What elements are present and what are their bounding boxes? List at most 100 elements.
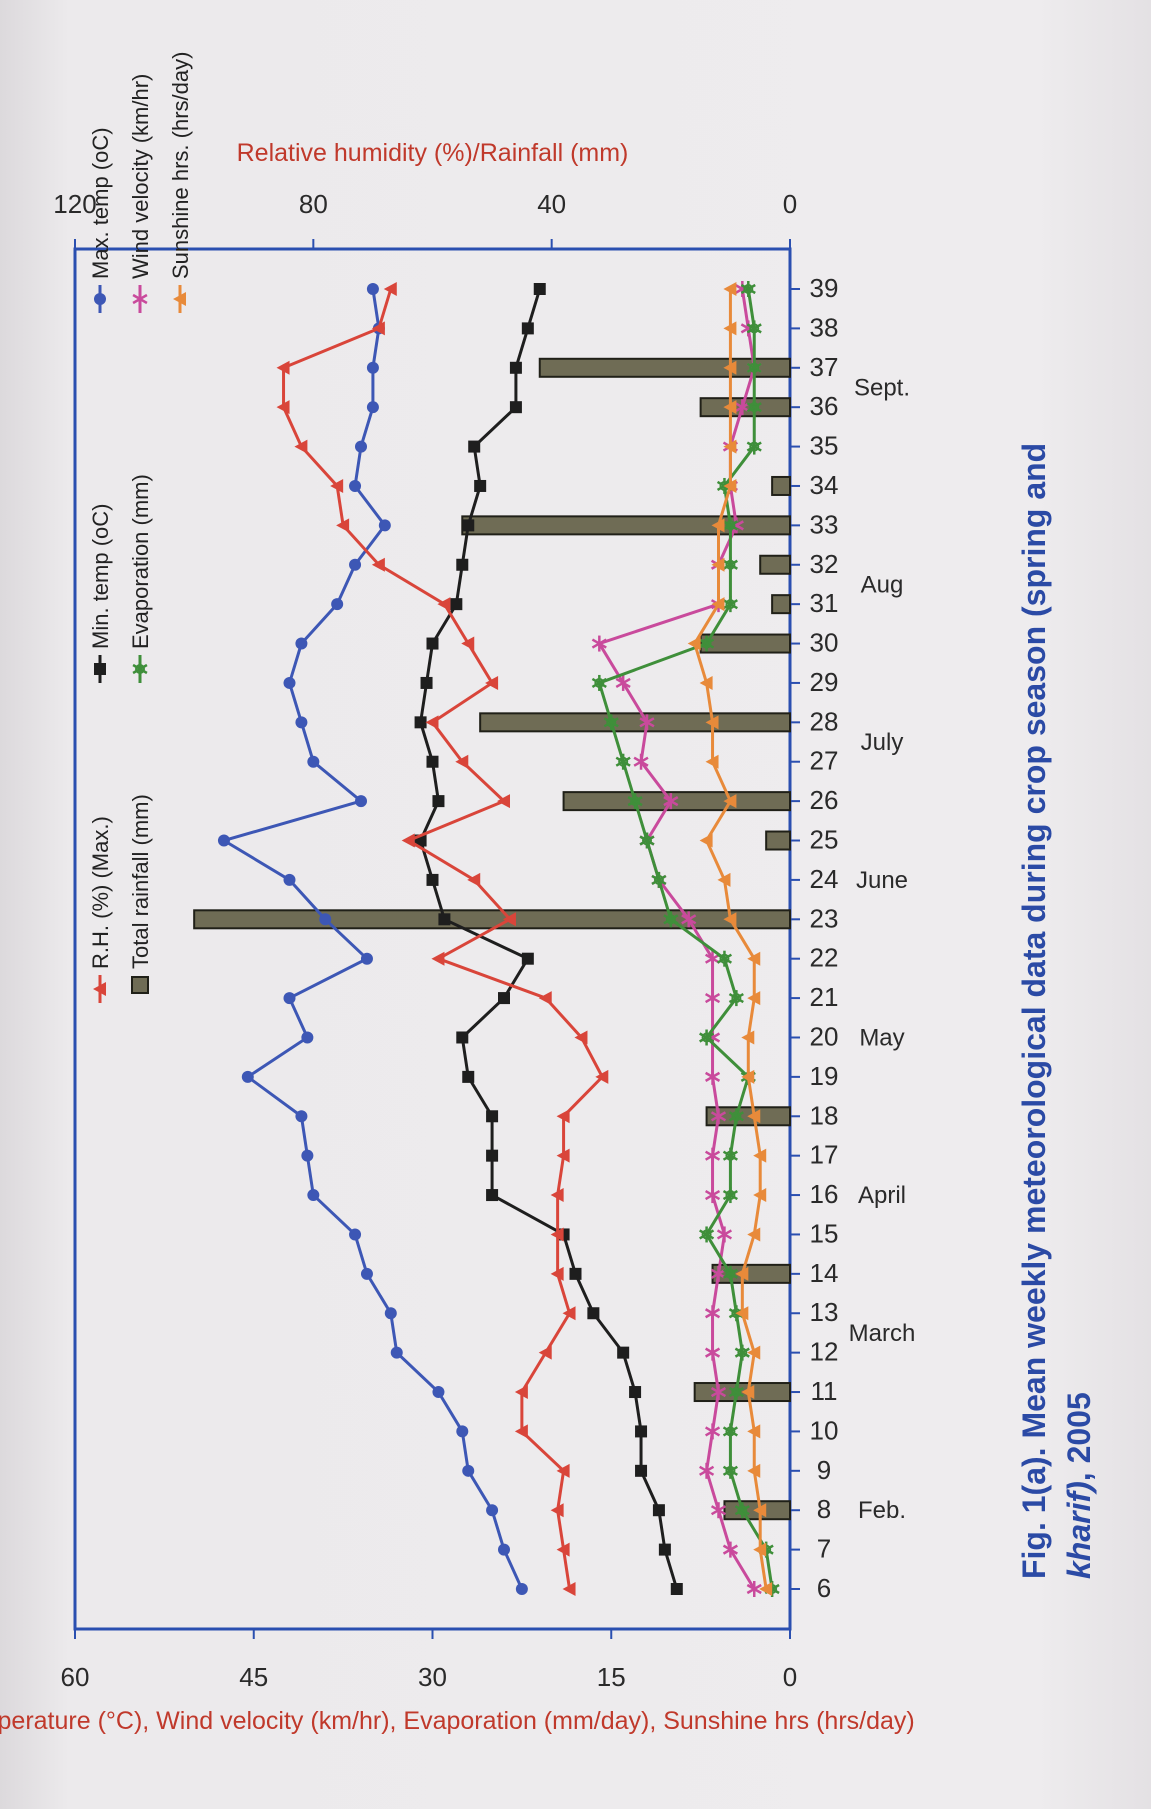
- wind-point: [704, 1423, 721, 1440]
- figure-caption-line2: kharif), 2005: [1061, 1392, 1097, 1579]
- max_temp-point: [241, 1070, 254, 1083]
- wind-point-stroke: [710, 1111, 727, 1122]
- legend-entry: Max. temp (oC): [88, 127, 113, 279]
- wind-point-stroke: [722, 1544, 738, 1555]
- evaporation-point-ring: [701, 1032, 712, 1043]
- y-right-tick-label: 120: [53, 189, 96, 219]
- sunshine-point: [747, 1463, 761, 1478]
- rainfall-bar: [479, 712, 791, 733]
- evaporation-point-ring: [725, 599, 736, 610]
- sunshine-point: [753, 1542, 767, 1557]
- min_temp-point: [468, 440, 481, 453]
- evaporation-point-stroke: [740, 283, 756, 295]
- sunshine-point: [747, 1424, 761, 1439]
- max_temp-point: [355, 440, 367, 453]
- evaporation-point-ring: [606, 717, 617, 728]
- rainfall-bar: [711, 1263, 792, 1284]
- wind-point-stroke: [710, 1268, 727, 1279]
- sunshine-point: [723, 439, 737, 454]
- wind-point: [704, 950, 721, 967]
- sunshine-point: [711, 597, 725, 612]
- legend-swatch: [131, 976, 149, 994]
- wind-point-stroke: [716, 1229, 733, 1240]
- wind-point-stroke: [728, 520, 744, 531]
- wind-point: [699, 1462, 715, 1479]
- x-tick-label: 13: [810, 1297, 839, 1327]
- sunshine-point: [723, 321, 737, 336]
- rainfall-bar: [759, 554, 791, 575]
- evaporation-point-ring: [653, 874, 664, 885]
- wind-point-stroke: [704, 1150, 721, 1161]
- x-tick-label: 15: [810, 1218, 839, 1248]
- min_temp-point: [509, 361, 522, 374]
- min_temp-point: [509, 401, 522, 414]
- rh-point: [538, 1345, 552, 1360]
- sunshine-line: [693, 289, 768, 1590]
- rh-point: [461, 636, 475, 651]
- evaporation-point-stroke: [603, 717, 619, 728]
- sunshine-point: [699, 675, 713, 690]
- plot-frame: [73, 247, 792, 1631]
- caption-layer: Fig. 1(a). Mean weekly meteorological da…: [1016, 443, 1097, 1579]
- x-tick-label: 28: [810, 706, 839, 736]
- rh-point: [514, 1385, 528, 1400]
- rh-point: [437, 597, 451, 612]
- legend-entry: R.H. (%) (Max.): [88, 816, 113, 969]
- max_temp-point: [307, 755, 320, 768]
- evaporation-point-ring: [725, 1426, 736, 1437]
- min_temp-point: [569, 1267, 582, 1280]
- x-tick-label: 33: [810, 509, 839, 539]
- evaporation-point-stroke: [734, 1505, 750, 1516]
- rh-point: [595, 1069, 609, 1084]
- wind-line: [597, 288, 756, 1590]
- evaporation-point-stroke: [591, 677, 607, 689]
- max_temp-point: [360, 1267, 373, 1280]
- evaporation-point-ring: [725, 520, 736, 531]
- rh-point: [556, 1542, 570, 1557]
- rh-point: [401, 833, 415, 848]
- rh-point: [574, 1030, 588, 1045]
- wind-point: [722, 1541, 738, 1558]
- x-tick-label: 19: [810, 1061, 839, 1091]
- evaporation-point-stroke: [627, 796, 643, 807]
- evaporation-line: [597, 288, 774, 1590]
- rh-point: [550, 1266, 564, 1281]
- max_temp-point: [366, 401, 379, 414]
- y-left-axis-title: Temperature (°C), Wind velocity (km/hr),…: [0, 1707, 915, 1735]
- evaporation-point: [734, 1502, 750, 1519]
- legend-entry: Wind velocity (km/hr): [128, 74, 153, 279]
- figure-caption-year: , 2005: [1061, 1392, 1097, 1481]
- wind-point: [746, 1581, 762, 1597]
- evaporation-point-ring: [737, 1347, 748, 1358]
- month-label: May: [859, 1024, 904, 1051]
- wind-point-stroke: [746, 1583, 762, 1595]
- x-tick-label: 39: [810, 273, 839, 303]
- evaporation-point-ring: [749, 323, 760, 334]
- min_temp-point: [462, 519, 475, 532]
- rainfall-bar: [193, 909, 791, 930]
- x-tick-label: 11: [811, 1376, 838, 1406]
- x-tick-label: 31: [810, 588, 839, 618]
- x-tick-label: 29: [810, 667, 839, 697]
- max_temp-point: [283, 873, 296, 886]
- x-tick-label: 32: [810, 549, 839, 579]
- wind-point-stroke: [704, 1071, 721, 1082]
- evaporation-point-stroke: [728, 1386, 744, 1398]
- sunshine-point: [699, 833, 713, 848]
- sunshine-point: [717, 872, 731, 887]
- x-tick-label: 12: [810, 1337, 839, 1367]
- x-tick-label: 7: [817, 1534, 831, 1564]
- month-label: Feb.: [858, 1497, 906, 1524]
- rh-point: [431, 951, 445, 966]
- rh-point: [562, 1306, 576, 1321]
- x-tick-label: 25: [810, 825, 839, 855]
- wind-point: [734, 399, 750, 416]
- wind-point-stroke: [704, 1426, 721, 1437]
- sunshine-point: [759, 1582, 773, 1596]
- max_temp-point: [349, 1228, 362, 1241]
- evaporation-point-stroke: [722, 520, 738, 531]
- min_temp-point: [498, 992, 510, 1005]
- rh-point: [455, 754, 469, 769]
- max_temp-point: [498, 1543, 510, 1556]
